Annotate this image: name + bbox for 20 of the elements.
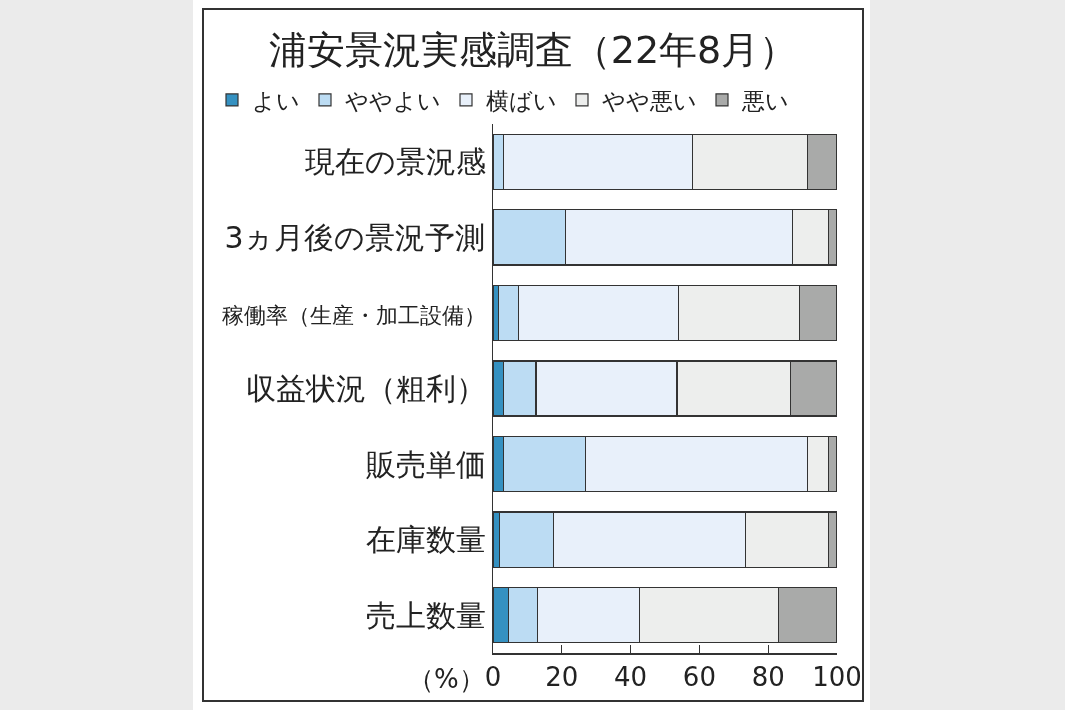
legend-label: ややよい [345,87,441,114]
chart-title: 浦安景況実感調査（22年8月） [268,28,798,73]
x-tick-label: 80 [751,661,785,692]
y-tick-label: 稼働率（生産・加工設備） [221,303,486,329]
y-tick-label: 現在の景況感 [304,144,486,180]
legend-label: 悪い [741,87,789,114]
x-tick-label: 0 [484,661,502,692]
y-tick-label: 3ヵ月後の景況予測 [224,219,486,255]
y-tick-label: 売上数量 [365,597,486,633]
legend-label: よい [252,87,300,114]
x-tick-label: 20 [545,661,579,692]
x-axis-title: （%） [408,664,485,694]
y-tick-label: 在庫数量 [365,522,486,558]
legend-label: やや悪い [602,87,697,114]
legend-label: 横ばい [486,87,557,114]
x-tick-label: 100 [812,661,862,692]
x-tick-label: 40 [614,661,648,692]
y-tick-label: 販売単価 [365,446,486,482]
y-tick-label: 収益状況（粗利） [245,371,486,406]
x-tick-label: 60 [682,661,716,692]
